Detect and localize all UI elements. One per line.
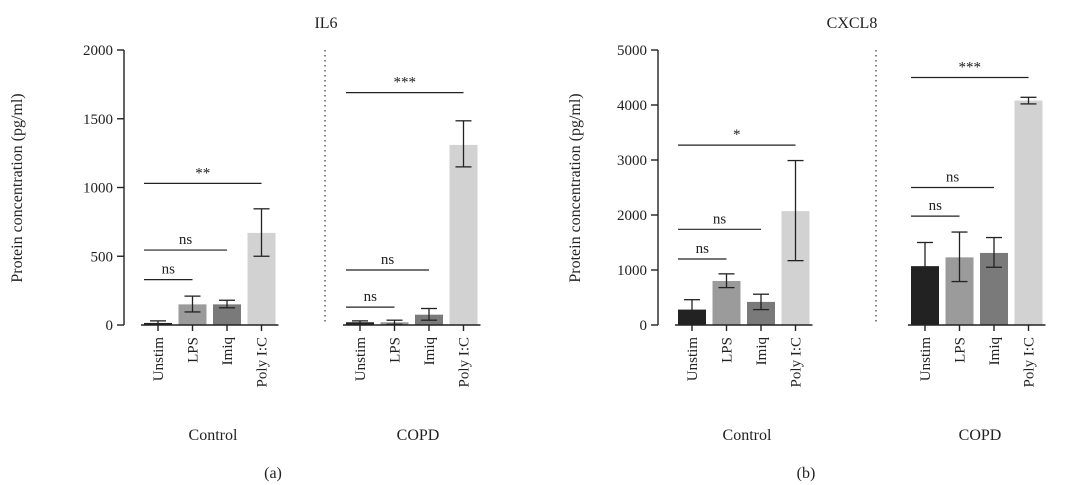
chart-2-category-label: Imiq [987, 337, 1003, 366]
chart-2-category-label: Unstim [685, 337, 701, 382]
chart-1-category-label: Imiq [220, 337, 236, 366]
chart-2-significance-label: ns [713, 211, 727, 227]
chart-1-title: IL6 [314, 15, 337, 32]
chart-1-y-tick-label: 2000 [83, 43, 113, 59]
chart-1-significance-label: ns [179, 232, 193, 248]
chart-1-y-tick-label: 500 [91, 249, 114, 265]
chart-2-significance-label: * [733, 127, 741, 143]
chart-2-y-label: Protein concentration (pg/ml) [567, 93, 584, 282]
chart-1-category-label: LPS [186, 337, 202, 363]
chart-1-group-label: COPD [397, 427, 440, 444]
chart-2-y-tick-label: 2000 [617, 208, 647, 224]
chart-2-category-label: LPS [953, 337, 969, 363]
chart-2-y-tick-label: 4000 [617, 98, 647, 114]
chart-2-title: CXCL8 [827, 15, 878, 32]
chart-2-y-tick-label: 3000 [617, 153, 647, 169]
chart-1-category-label: Unstim [151, 337, 167, 382]
chart-1-y-tick-label: 1500 [83, 112, 113, 128]
chart-1-significance-label: ** [195, 165, 210, 181]
chart-1-category-label: Poly I:C [457, 337, 473, 387]
panel-b-label: (b) [797, 465, 816, 482]
chart-2-group-label: COPD [959, 427, 1002, 444]
chart-2-category-label: Imiq [754, 337, 770, 366]
chart-2-significance-label: ns [929, 198, 943, 214]
chart-2-bar [1014, 100, 1043, 325]
chart-2-bar [712, 281, 741, 325]
chart-2-bar [747, 301, 775, 325]
chart-2-category-label: Poly I:C [1022, 337, 1038, 387]
chart-1-bar [449, 144, 478, 325]
chart-1-y-label: Protein concentration (pg/ml) [9, 93, 26, 282]
chart-2-category-label: LPS [720, 337, 736, 363]
chart-1-significance-label: ns [364, 289, 378, 305]
chart-1-bar [213, 304, 241, 325]
chart-1-category-label: Poly I:C [255, 337, 271, 387]
chart-1-category-label: Imiq [422, 337, 438, 366]
chart-1-group-label: Control [189, 427, 238, 444]
chart-2-y-tick-label: 0 [640, 318, 648, 334]
chart-2-group-label: Control [723, 427, 772, 444]
chart-2-significance-label: ns [946, 170, 960, 186]
chart-1-bar [178, 304, 207, 325]
chart-1-category-label: Unstim [353, 337, 369, 382]
chart-2-y-tick-label: 5000 [617, 43, 647, 59]
chart-1-significance-label: ns [162, 262, 176, 278]
chart-1-category-label: LPS [388, 337, 404, 363]
chart-1-significance-label: *** [394, 75, 417, 91]
chart-2-category-label: Unstim [918, 337, 934, 382]
chart-1-significance-label: ns [381, 252, 395, 268]
chart-2-significance-label: ns [696, 241, 710, 257]
chart-2-y-tick-label: 1000 [617, 263, 647, 279]
panel-a-label: (a) [264, 465, 282, 482]
chart-1-y-tick-label: 0 [106, 318, 114, 334]
chart-1-y-tick-label: 1000 [83, 181, 113, 197]
chart-2-category-label: Poly I:C [789, 337, 805, 387]
chart-2-significance-label: *** [959, 60, 982, 76]
